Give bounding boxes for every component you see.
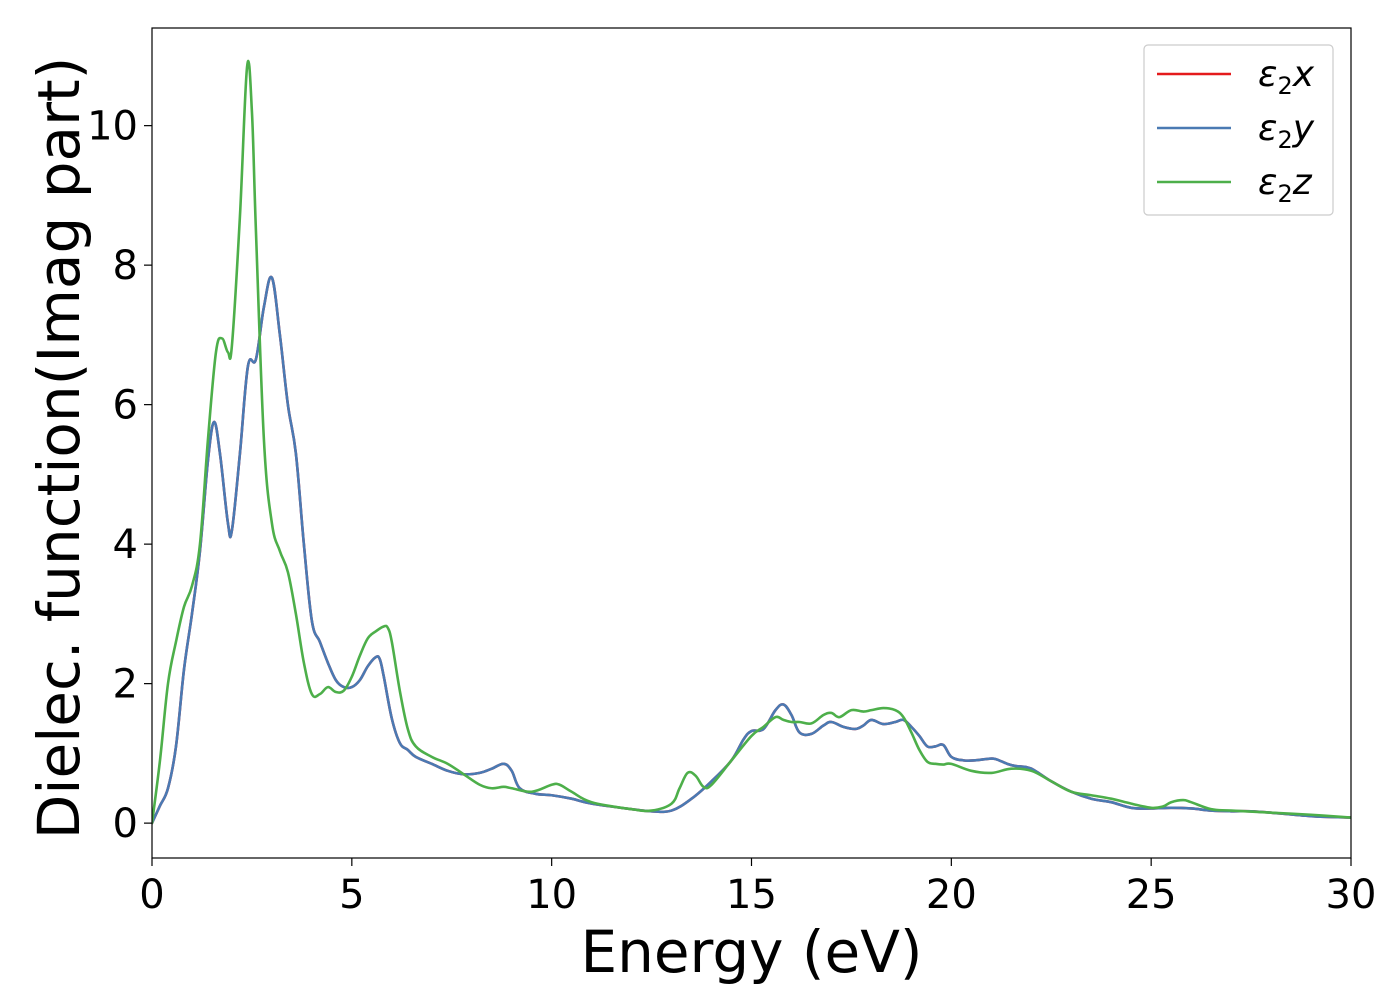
y-tick-label: 4: [113, 522, 138, 568]
legend-label-y: ε2y: [1258, 108, 1315, 154]
legend-label-x: ε2x: [1258, 54, 1315, 100]
x-tick-label: 0: [139, 872, 164, 918]
y-tick-label: 2: [113, 662, 138, 708]
y-tick-label: 10: [87, 104, 138, 150]
x-tick-label: 30: [1326, 872, 1377, 918]
x-tick-label: 10: [526, 872, 577, 918]
series-line-y: [152, 275, 1351, 825]
x-tick-label: 20: [926, 872, 977, 918]
y-tick-label: 0: [113, 801, 138, 847]
y-axis-title: Dielec. function(Imag part): [25, 57, 93, 840]
x-tick-label: 5: [339, 872, 364, 918]
x-tick-label: 15: [726, 872, 777, 918]
y-axis-ticks: 0 2 4 6 8 10: [87, 104, 152, 847]
series-line-z: [152, 59, 1351, 825]
plot-lines: [152, 59, 1351, 825]
legend: ε2x ε2y ε2z: [1143, 44, 1334, 216]
y-tick-label: 6: [113, 383, 138, 429]
x-axis-title: Energy (eV): [580, 918, 922, 986]
x-axis-ticks: 0 5 10 15 20 25 30: [139, 858, 1376, 918]
legend-label-z: ε2z: [1258, 162, 1313, 208]
y-tick-label: 8: [113, 243, 138, 289]
x-tick-label: 25: [1126, 872, 1177, 918]
legend-box: [1143, 44, 1334, 216]
series-line-x: [152, 275, 1351, 825]
